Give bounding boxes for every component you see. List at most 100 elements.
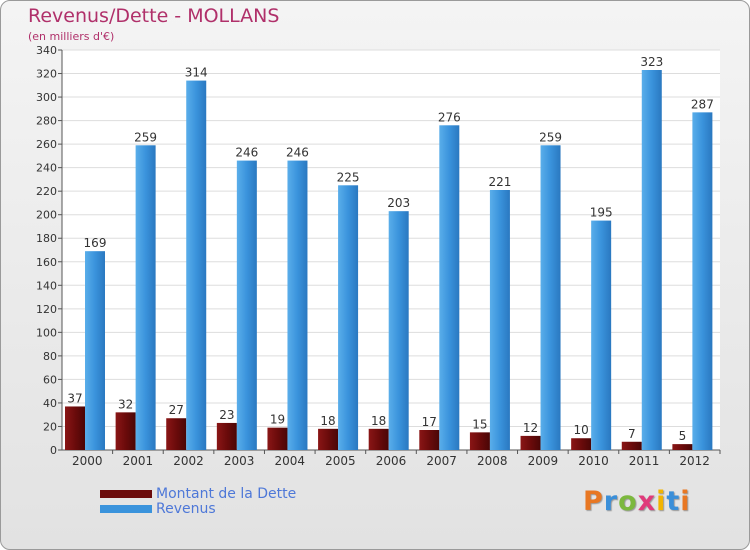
bar-dette bbox=[571, 438, 592, 450]
x-tick-label: 2006 bbox=[376, 454, 407, 468]
x-tick-label: 2012 bbox=[679, 454, 710, 468]
logo-letter: t bbox=[666, 486, 681, 517]
legend-item-dette: Montant de la Dette bbox=[100, 485, 297, 502]
data-label-revenus: 259 bbox=[539, 130, 562, 144]
logo-letter: x bbox=[637, 486, 657, 517]
bar-dette bbox=[368, 428, 389, 450]
bar-revenus bbox=[489, 190, 510, 450]
x-tick-label: 2000 bbox=[72, 454, 103, 468]
logo-letter: i bbox=[680, 486, 691, 517]
x-tick-label: 2010 bbox=[578, 454, 609, 468]
data-label-revenus: 221 bbox=[488, 175, 511, 189]
bar-revenus bbox=[236, 160, 257, 450]
data-label-dette: 18 bbox=[371, 414, 386, 428]
data-label-revenus: 323 bbox=[640, 55, 663, 69]
bar-dette bbox=[318, 428, 339, 450]
bar-dette bbox=[115, 412, 136, 450]
logo-letter: o bbox=[618, 486, 638, 517]
data-label-dette: 17 bbox=[422, 415, 437, 429]
bar-revenus bbox=[287, 160, 308, 450]
bar-dette bbox=[267, 427, 288, 450]
y-tick-label: 120 bbox=[36, 303, 57, 316]
y-tick-label: 260 bbox=[36, 138, 57, 151]
data-label-dette: 23 bbox=[219, 408, 234, 422]
y-tick-label: 200 bbox=[36, 209, 57, 222]
logo-letter: r bbox=[603, 486, 619, 517]
legend-label-revenus: Revenus bbox=[156, 500, 216, 517]
proxiti-logo: Proxiti bbox=[583, 486, 691, 517]
legend-swatch-dette bbox=[100, 489, 152, 498]
x-tick-label: 2008 bbox=[477, 454, 508, 468]
x-tick-label: 2001 bbox=[123, 454, 154, 468]
data-label-revenus: 314 bbox=[185, 66, 208, 80]
bar-dette bbox=[672, 444, 693, 450]
data-label-dette: 32 bbox=[118, 397, 133, 411]
y-tick-label: 100 bbox=[36, 326, 57, 339]
y-tick-label: 300 bbox=[36, 91, 57, 104]
y-tick-label: 60 bbox=[43, 373, 57, 386]
bar-dette bbox=[419, 430, 440, 450]
x-tick-label: 2002 bbox=[173, 454, 204, 468]
legend: Montant de la Dette Revenus bbox=[100, 485, 297, 517]
bar-dette bbox=[65, 406, 85, 450]
data-label-revenus: 287 bbox=[691, 97, 714, 111]
x-tick-label: 2004 bbox=[274, 454, 305, 468]
y-tick-label: 160 bbox=[36, 256, 57, 269]
legend-swatch-revenus bbox=[100, 504, 152, 513]
data-label-revenus: 195 bbox=[590, 206, 613, 220]
bar-revenus bbox=[85, 251, 105, 450]
y-tick-label: 80 bbox=[43, 350, 57, 363]
bar-revenus bbox=[692, 112, 713, 451]
y-tick-label: 40 bbox=[43, 397, 57, 410]
data-label-dette: 18 bbox=[320, 414, 335, 428]
data-label-revenus: 259 bbox=[134, 130, 157, 144]
data-label-dette: 37 bbox=[67, 391, 82, 405]
data-label-dette: 19 bbox=[270, 413, 285, 427]
bar-revenus bbox=[388, 211, 409, 450]
data-label-dette: 15 bbox=[472, 417, 487, 431]
y-tick-label: 340 bbox=[36, 44, 57, 57]
logo-letter: P bbox=[583, 486, 604, 517]
y-tick-label: 20 bbox=[43, 420, 57, 433]
legend-label-dette: Montant de la Dette bbox=[156, 485, 297, 502]
bar-dette bbox=[216, 422, 237, 450]
bar-dette bbox=[621, 441, 642, 450]
bar-revenus bbox=[186, 80, 207, 451]
bar-dette bbox=[166, 418, 187, 450]
data-label-revenus: 246 bbox=[235, 146, 258, 160]
x-tick-label: 2007 bbox=[426, 454, 457, 468]
x-tick-label: 2003 bbox=[224, 454, 255, 468]
x-tick-label: 2011 bbox=[629, 454, 660, 468]
data-label-revenus: 246 bbox=[286, 146, 309, 160]
data-label-dette: 7 bbox=[628, 427, 636, 441]
y-tick-label: 140 bbox=[36, 279, 57, 292]
chart-subtitle: (en milliers d'€) bbox=[28, 30, 115, 43]
data-label-revenus: 169 bbox=[84, 236, 107, 250]
bar-revenus bbox=[338, 185, 359, 450]
y-tick-label: 0 bbox=[50, 444, 57, 457]
bar-dette bbox=[520, 435, 541, 450]
data-label-revenus: 225 bbox=[337, 170, 360, 184]
y-tick-label: 220 bbox=[36, 185, 57, 198]
data-label-dette: 5 bbox=[679, 429, 687, 443]
y-tick-label: 320 bbox=[36, 68, 57, 81]
bar-revenus bbox=[540, 145, 561, 450]
data-label-dette: 27 bbox=[169, 403, 184, 417]
data-label-dette: 12 bbox=[523, 421, 538, 435]
data-label-revenus: 203 bbox=[387, 196, 410, 210]
bar-revenus bbox=[439, 125, 460, 450]
bar-revenus bbox=[591, 220, 612, 450]
x-tick-label: 2009 bbox=[528, 454, 559, 468]
bar-dette bbox=[469, 432, 490, 450]
chart-title: Revenus/Dette - MOLLANS bbox=[28, 5, 280, 27]
x-tick-label: 2005 bbox=[325, 454, 356, 468]
bar-revenus bbox=[641, 70, 662, 450]
bar-revenus bbox=[135, 145, 156, 450]
data-label-dette: 10 bbox=[574, 423, 589, 437]
y-tick-label: 180 bbox=[36, 232, 57, 245]
legend-item-revenus: Revenus bbox=[100, 500, 296, 517]
data-label-revenus: 276 bbox=[438, 110, 461, 124]
y-tick-label: 240 bbox=[36, 162, 57, 175]
logo-letter: i bbox=[656, 486, 667, 517]
